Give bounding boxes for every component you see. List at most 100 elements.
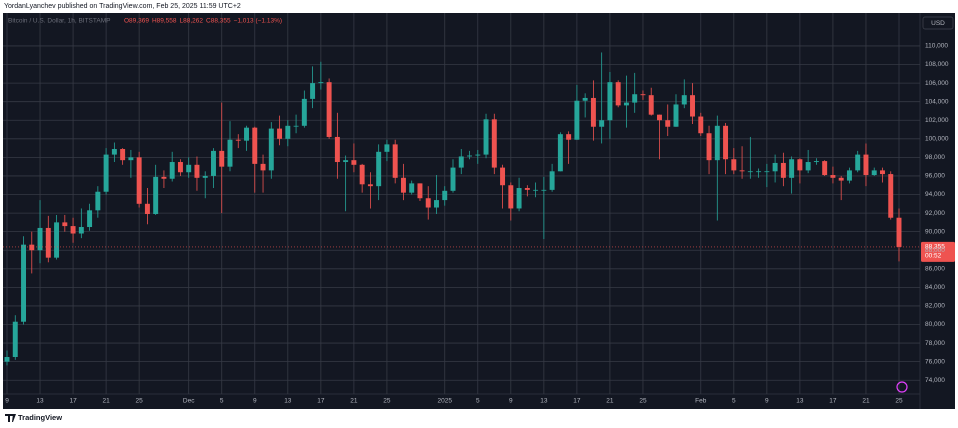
last-price-label: 88,355 [925, 244, 945, 251]
x-tick-label: 25 [383, 398, 391, 405]
candle-body [566, 134, 572, 140]
candle-body [400, 177, 406, 193]
last-price-tag [921, 241, 955, 262]
x-tick-label: 9 [253, 398, 257, 405]
candle-body [640, 94, 646, 96]
x-tick-label: 9 [765, 398, 769, 405]
candle-body [359, 164, 365, 185]
candle-body [161, 176, 167, 179]
candle-body [475, 154, 481, 156]
candle-body [500, 167, 506, 186]
candle-body [665, 120, 671, 127]
candle-body [648, 95, 654, 115]
candle-body [813, 161, 819, 163]
candle-body [4, 357, 10, 362]
currency-label[interactable]: USD [931, 20, 945, 27]
y-tick-label: 92,000 [925, 210, 945, 217]
candle-body [780, 162, 786, 178]
candle-body [12, 321, 18, 358]
candle-body [739, 170, 745, 172]
candle-body [95, 191, 101, 211]
candle-body [508, 185, 514, 209]
candle-body [78, 227, 84, 234]
x-tick-label: 21 [606, 398, 614, 405]
currency-button[interactable] [922, 16, 954, 30]
x-tick-label: 21 [862, 398, 870, 405]
overlay: 88,355 00:52 [3, 241, 955, 262]
candle-body [310, 83, 316, 99]
watermark-icon [896, 381, 908, 393]
x-tick-label: 2025 [438, 398, 453, 405]
candle-body [186, 164, 192, 173]
candle-body [574, 100, 580, 140]
candle-body [789, 159, 795, 178]
y-tick-label: 98,000 [925, 154, 945, 161]
candle-body [772, 162, 778, 172]
candle-body [557, 134, 563, 172]
ohlc-legend-value: −1,013 (−1.13%) [234, 18, 282, 25]
y-tick-label: 102,000 [925, 117, 949, 124]
candle-body [136, 157, 142, 204]
candle-body [681, 95, 687, 105]
candle-body [252, 127, 258, 164]
candle-body [169, 162, 175, 179]
candle-body [29, 244, 35, 251]
candle-body [37, 227, 43, 251]
candle-body [615, 82, 621, 106]
x-tick-label: Feb [695, 398, 707, 405]
y-tick-label: 110,000 [925, 43, 948, 50]
candle-body [111, 149, 117, 155]
candle-body [846, 170, 852, 181]
y-tick-label: 94,000 [925, 191, 945, 198]
candle-body [549, 171, 555, 190]
candle-body [582, 97, 588, 101]
candle-body [343, 160, 349, 163]
candle-body [483, 119, 489, 155]
x-tick-label: 25 [136, 398, 144, 405]
candle-body [533, 189, 539, 191]
candle-body [524, 188, 530, 190]
candle-body [855, 154, 861, 171]
candle-body [235, 139, 241, 141]
candle-body [756, 171, 762, 173]
candle-body [747, 171, 753, 173]
ohlc-legend-value: L88,262 [180, 18, 204, 25]
candle-body [211, 150, 216, 176]
y-tick-label: 100,000 [925, 136, 949, 143]
candle-body [888, 174, 894, 218]
candle-body [301, 98, 307, 126]
x-tick-label: 25 [639, 398, 647, 405]
candle-body [607, 82, 613, 121]
candle-body [103, 154, 109, 192]
candle-body [277, 128, 283, 139]
candle-body [54, 222, 60, 258]
candle-body [367, 184, 373, 187]
x-tick-label: 21 [102, 398, 110, 405]
candle-body [21, 244, 26, 322]
candle-body [458, 156, 464, 168]
x-tick-label: 5 [476, 398, 480, 405]
tradingview-logo [5, 414, 16, 422]
symbol-legend: Bitcoin / U.S. Dollar, 1h, BITSTAMP [8, 18, 110, 25]
ohlc-legend-value: H89,558 [152, 18, 177, 25]
x-tick-label: 13 [796, 398, 804, 405]
candle-body [764, 171, 770, 173]
candle-body [830, 175, 836, 178]
x-tick-label: 17 [317, 398, 325, 405]
y-tick-label: 80,000 [925, 321, 945, 328]
candle-body [417, 183, 423, 199]
candle-body [491, 119, 497, 168]
candle-body [293, 125, 299, 127]
candle-body [334, 136, 340, 163]
candle-body [45, 227, 51, 258]
candle-body [706, 133, 712, 161]
candle-body [657, 114, 662, 121]
candle-body [194, 164, 200, 178]
candle-body [871, 170, 877, 176]
candle-body [623, 102, 629, 106]
candle-body [128, 157, 134, 161]
x-tick-label: 9 [5, 398, 9, 405]
candle-body [698, 116, 704, 134]
candle-body [392, 144, 398, 178]
